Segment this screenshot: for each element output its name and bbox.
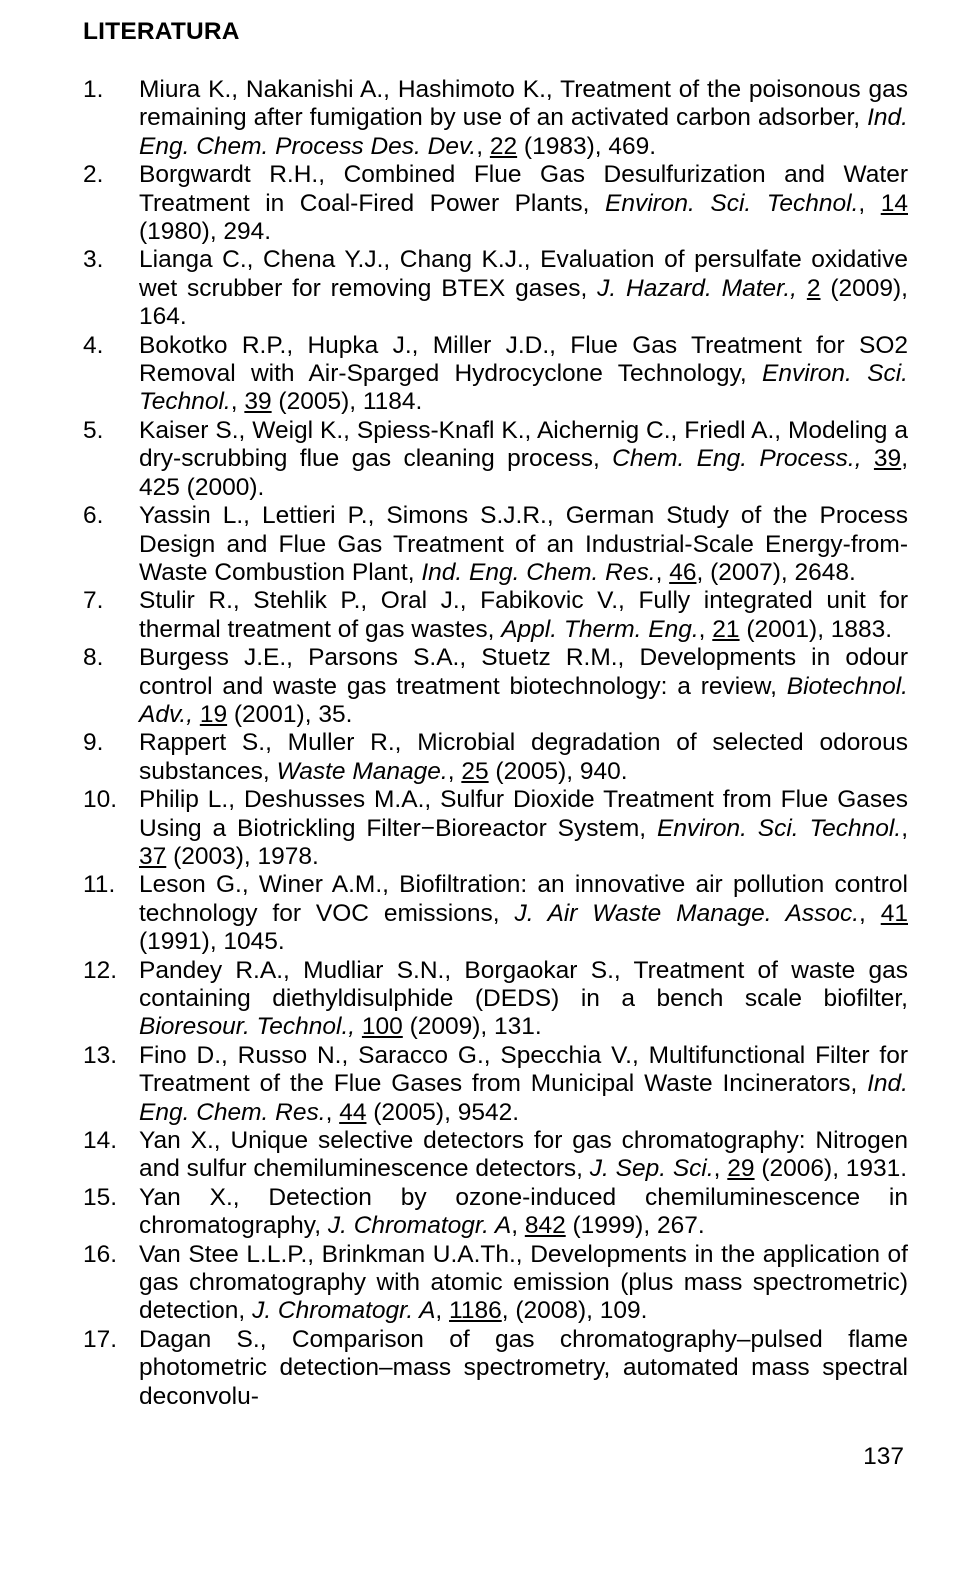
reference-text-run: , (2007), 2648. — [696, 559, 855, 586]
reference-text-run: 22 — [490, 133, 517, 160]
reference-text-run: J. Hazard. Mater., — [597, 275, 797, 302]
reference-text-run: Bioresour. Technol., — [139, 1013, 355, 1040]
reference-text-run: , — [326, 1099, 340, 1126]
reference-item: Kaiser S., Weigl K., Spiess-Knafl K., Ai… — [83, 417, 908, 502]
reference-text-run: Chem. Eng. Process., — [612, 445, 861, 472]
reference-text-run: 41 — [881, 900, 908, 927]
reference-text-run: 19 — [200, 701, 227, 728]
reference-item: Leson G., Winer A.M., Biofiltration: an … — [83, 871, 908, 956]
reference-text-run: (2001), 1883. — [740, 616, 893, 643]
reference-item: Philip L., Deshusses M.A., Sulfur Dioxid… — [83, 786, 908, 871]
reference-text-run: J. Chromatogr. A — [252, 1297, 435, 1324]
reference-text-run — [797, 275, 807, 302]
reference-item: Rappert S., Muller R., Microbial degrada… — [83, 729, 908, 786]
reference-item: Yan X., Detection by ozone-induced chemi… — [83, 1184, 908, 1241]
page-number: 137 — [83, 1443, 908, 1471]
reference-text-run: Environ. Sci. Technol. — [605, 190, 858, 217]
reference-item: Van Stee L.L.P., Brinkman U.A.Th., Devel… — [83, 1241, 908, 1326]
reference-text-run: 25 — [461, 758, 488, 785]
reference-text-run: Environ. Sci. Technol. — [657, 815, 901, 842]
reference-item: Fino D., Russo N., Saracco G., Specchia … — [83, 1042, 908, 1127]
reference-item: Borgwardt R.H., Combined Flue Gas Desulf… — [83, 161, 908, 246]
reference-item: Yan X., Unique selective detectors for g… — [83, 1127, 908, 1184]
reference-text-run: 1186 — [449, 1297, 502, 1324]
reference-text-run: Waste Manage. — [277, 758, 448, 785]
reference-text-run: , (2008), 109. — [502, 1297, 648, 1324]
reference-text-run: (2003), 1978. — [166, 843, 319, 870]
reference-text-run: , — [435, 1297, 449, 1324]
reference-text-run: 14 — [881, 190, 908, 217]
reference-text-run: (1999), 267. — [566, 1212, 705, 1239]
reference-text-run: 39 — [244, 388, 271, 415]
reference-text-run: 37 — [139, 843, 166, 870]
reference-text-run: 21 — [712, 616, 739, 643]
reference-text-run: Appl. Therm. Eng. — [501, 616, 698, 643]
reference-text-run: , — [448, 758, 462, 785]
reference-text-run: 39 — [874, 445, 901, 472]
reference-text-run: (2005), 1184. — [272, 388, 423, 415]
reference-text-run: (1991), 1045. — [139, 928, 285, 955]
reference-text-run: Ind. Eng. Chem. Res. — [421, 559, 655, 586]
reference-item: Miura K., Nakanishi A., Hashimoto K., Tr… — [83, 76, 908, 161]
reference-text-run: Pandey R.A., Mudliar S.N., Borgaokar S.,… — [139, 957, 908, 1012]
reference-text-run: (2001), 35. — [227, 701, 352, 728]
reference-text-run: (2009), 131. — [403, 1013, 542, 1040]
reference-text-run — [862, 445, 874, 472]
reference-text-run: , — [714, 1155, 728, 1182]
reference-text-run — [355, 1013, 362, 1040]
reference-text-run: J. Chromatogr. A — [328, 1212, 511, 1239]
reference-item: Dagan S., Comparison of gas chromatograp… — [83, 1326, 908, 1411]
reference-text-run: J. Air Waste Manage. Assoc. — [514, 900, 859, 927]
reference-text-run: , — [901, 815, 908, 842]
reference-text-run: J. Sep. Sci. — [590, 1155, 714, 1182]
reference-text-run: (1983), 469. — [517, 133, 656, 160]
reference-list: Miura K., Nakanishi A., Hashimoto K., Tr… — [83, 76, 908, 1411]
reference-text-run: , — [231, 388, 245, 415]
reference-item: Stulir R., Stehlik P., Oral J., Fabikovi… — [83, 587, 908, 644]
reference-text-run: , — [476, 133, 490, 160]
reference-item: Yassin L., Lettieri P., Simons S.J.R., G… — [83, 502, 908, 587]
reference-text-run: , — [656, 559, 670, 586]
page: LITERATURA Miura K., Nakanishi A., Hashi… — [0, 0, 960, 1511]
reference-text-run: 2 — [807, 275, 821, 302]
reference-text-run: Dagan S., Comparison of gas chromatograp… — [139, 1326, 908, 1410]
reference-text-run: , — [859, 900, 881, 927]
reference-item: Burgess J.E., Parsons S.A., Stuetz R.M.,… — [83, 644, 908, 729]
reference-item: Pandey R.A., Mudliar S.N., Borgaokar S.,… — [83, 957, 908, 1042]
reference-text-run: 44 — [339, 1099, 366, 1126]
reference-text-run: (2005), 940. — [489, 758, 628, 785]
reference-text-run: Fino D., Russo N., Saracco G., Specchia … — [139, 1042, 908, 1097]
reference-text-run: , — [511, 1212, 525, 1239]
reference-text-run: , — [699, 616, 713, 643]
reference-text-run: (1980), 294. — [139, 218, 271, 245]
reference-item: Lianga C., Chena Y.J., Chang K.J., Evalu… — [83, 246, 908, 331]
section-heading: LITERATURA — [83, 18, 908, 46]
reference-text-run: 842 — [525, 1212, 566, 1239]
reference-item: Bokotko R.P., Hupka J., Miller J.D., Flu… — [83, 332, 908, 417]
reference-text-run: Miura K., Nakanishi A., Hashimoto K., Tr… — [139, 76, 908, 131]
reference-text-run — [193, 701, 200, 728]
reference-text-run: 29 — [727, 1155, 754, 1182]
reference-text-run: , — [858, 190, 880, 217]
reference-text-run: (2006), 1931. — [755, 1155, 908, 1182]
reference-text-run: 46 — [669, 559, 696, 586]
reference-text-run: 100 — [362, 1013, 403, 1040]
reference-text-run: (2005), 9542. — [366, 1099, 519, 1126]
